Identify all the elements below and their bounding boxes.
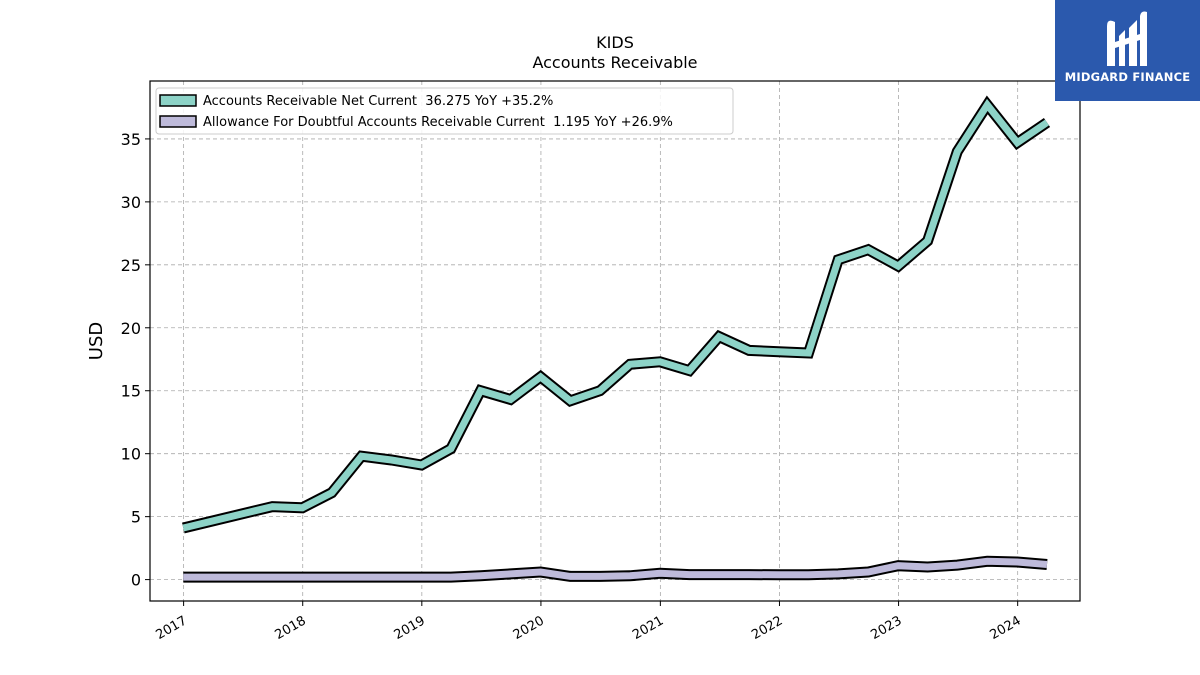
brand-logo: MIDGARD FINANCE <box>1055 0 1200 101</box>
legend-swatch-receivable <box>159 94 197 107</box>
chart-title: KIDS <box>596 33 634 52</box>
legend-swatch-allowance <box>159 115 197 128</box>
y-tick-label: 35 <box>121 130 141 149</box>
y-axis-ticks: 0 5 10 15 20 25 30 35 <box>121 130 150 590</box>
x-tick-label: 2019 <box>392 613 428 643</box>
series-lines <box>182 95 1051 583</box>
y-tick-label: 15 <box>121 382 141 401</box>
x-tick-label: 2017 <box>153 613 189 643</box>
brand-name: MIDGARD FINANCE <box>1064 70 1191 84</box>
x-tick-label: 2024 <box>988 613 1024 643</box>
y-tick-label: 30 <box>121 193 141 212</box>
x-tick-label: 2020 <box>511 613 547 643</box>
grid <box>150 81 1080 601</box>
legend: Accounts Receivable Net Current 36.275 Y… <box>155 87 734 135</box>
brand-mark-icon <box>1107 11 1147 67</box>
legend-box <box>155 87 734 135</box>
x-tick-label: 2023 <box>868 613 904 643</box>
y-tick-label: 20 <box>121 319 141 338</box>
legend-label-receivable: Accounts Receivable Net Current 36.275 Y… <box>203 94 553 109</box>
series-line-allowance <box>183 557 1048 581</box>
plot-frame <box>149 80 1081 602</box>
x-axis-ticks: 2017 2018 2019 2020 2021 2022 2023 2024 <box>153 601 1024 643</box>
chart-subtitle: Accounts Receivable <box>532 53 697 72</box>
y-axis-label: USD <box>86 322 107 360</box>
x-tick-label: 2022 <box>749 613 785 643</box>
y-tick-label: 0 <box>131 571 141 590</box>
x-tick-label: 2018 <box>273 613 309 643</box>
y-tick-label: 10 <box>121 445 141 464</box>
series-outline-receivable <box>182 95 1051 534</box>
y-tick-label: 5 <box>131 508 141 527</box>
x-tick-label: 2021 <box>630 613 666 643</box>
series-line-receivable <box>182 98 1049 532</box>
y-tick-label: 25 <box>121 256 141 275</box>
legend-label-allowance: Allowance For Doubtful Accounts Receivab… <box>203 115 673 130</box>
